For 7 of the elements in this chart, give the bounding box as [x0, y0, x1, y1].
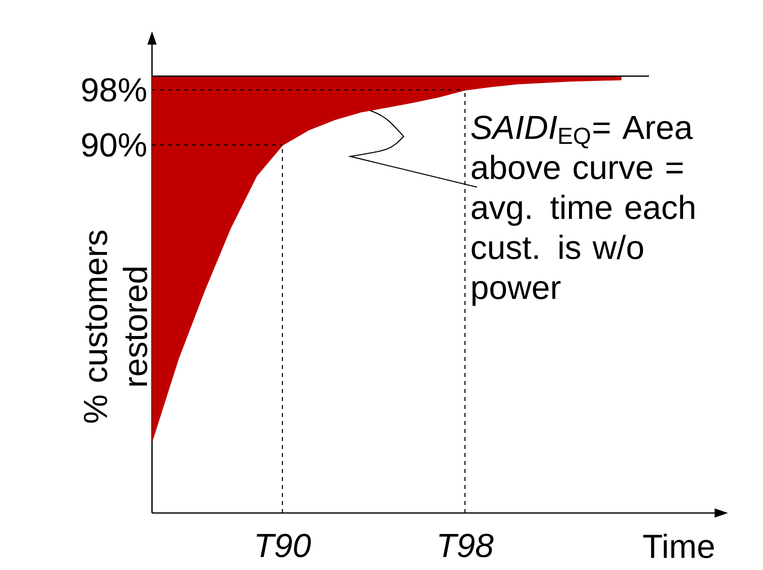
x-tick-label: T98	[439, 534, 494, 558]
y-axis-title: % customers restored	[84, 230, 148, 423]
annotation: SAIDI$_{EQ}$= Area above curve = avg. time each cust. is w/o power	[471, 116, 694, 306]
y-tick-label: 98%	[82, 78, 146, 102]
y-tick-label: 90%	[82, 133, 146, 157]
x-tick-label: T90	[256, 534, 311, 558]
x-axis-title: Time	[643, 534, 714, 558]
